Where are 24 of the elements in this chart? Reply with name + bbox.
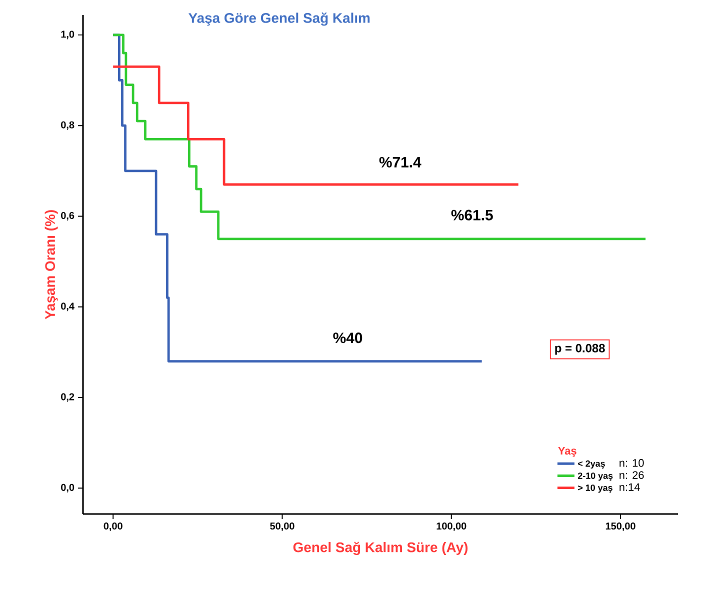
y-tick-label: 0,4 — [61, 302, 74, 312]
legend-label: < 2yaş — [578, 460, 605, 469]
y-axis-title: Yaşam Oranı (%) — [44, 210, 58, 320]
annotation: %61.5 — [451, 210, 493, 220]
annotation: n: 26 — [620, 471, 644, 479]
y-tick-label: 0,6 — [61, 212, 74, 220]
annotation: n:14 — [620, 483, 640, 491]
y-tick-label: 0,2 — [61, 393, 74, 402]
x-tick-label: 150,00 — [606, 522, 636, 532]
x-tick-label: 50,00 — [270, 522, 294, 532]
x-tick-label: 100,00 — [436, 522, 466, 532]
legend-title: Yaş — [558, 447, 576, 457]
x-tick-label: 0,00 — [104, 522, 122, 532]
y-tick-label: 0,8 — [61, 121, 74, 130]
legend-label: > 10 yaş — [578, 484, 612, 493]
annotation: %71.4 — [379, 156, 422, 168]
x-axis-title: Genel Sağ Kalım Süre (Ay) — [293, 542, 468, 556]
annotation: p = 0.088 — [555, 344, 605, 355]
y-tick-label: 0,0 — [61, 484, 74, 492]
y-tick-label: 1,0 — [61, 30, 74, 40]
legend-label: 2-10 yaş — [578, 472, 613, 481]
annotation: %40 — [333, 332, 362, 344]
chart-title: Yaşa Göre Genel Sağ Kalım — [188, 12, 370, 26]
annotation: n: 10 — [620, 459, 644, 467]
